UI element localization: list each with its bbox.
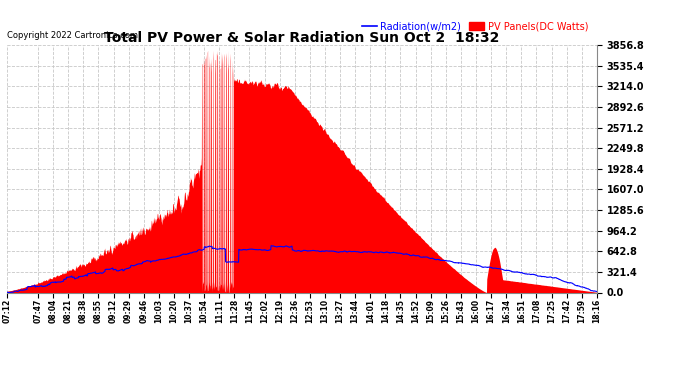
Legend: Radiation(w/m2), PV Panels(DC Watts): Radiation(w/m2), PV Panels(DC Watts): [358, 18, 592, 36]
Title: Total PV Power & Solar Radiation Sun Oct 2  18:32: Total PV Power & Solar Radiation Sun Oct…: [104, 31, 500, 45]
Text: Copyright 2022 Cartronics.com: Copyright 2022 Cartronics.com: [7, 32, 138, 40]
